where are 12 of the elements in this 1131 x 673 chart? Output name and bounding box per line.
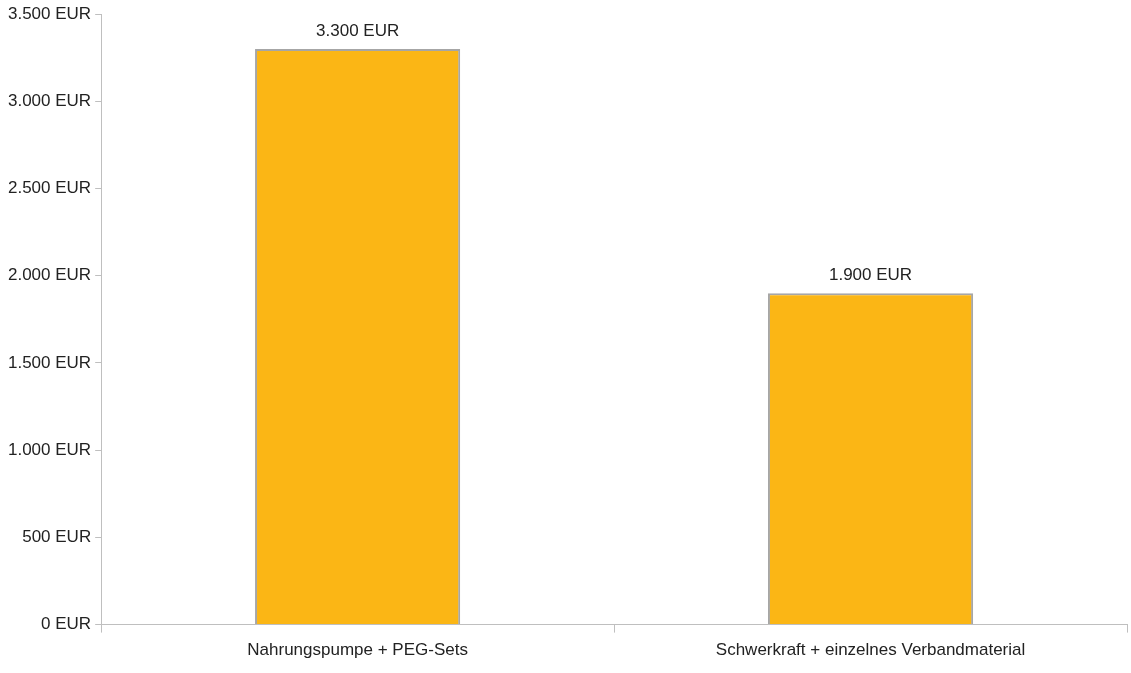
y-tick-label: 2.500 EUR [7,178,92,198]
x-tick-label: Schwerkraft + einzelnes Verbandmaterial [715,640,1026,660]
y-tick-label: 3.500 EUR [7,3,92,23]
data-label: 3.300 EUR [316,21,400,41]
y-tick-label: 0 EUR [41,614,92,634]
y-tick-label: 1.000 EUR [7,439,92,459]
data-label: 1.900 EUR [828,265,913,285]
y-tick-label: 500 EUR [22,527,92,547]
y-tick-label: 3.000 EUR [7,91,92,111]
y-tick-label: 1.500 EUR [7,352,92,372]
x-tick-label: Nahrungspumpe + PEG-Sets [247,640,468,660]
y-tick-label: 2.000 EUR [7,265,92,285]
